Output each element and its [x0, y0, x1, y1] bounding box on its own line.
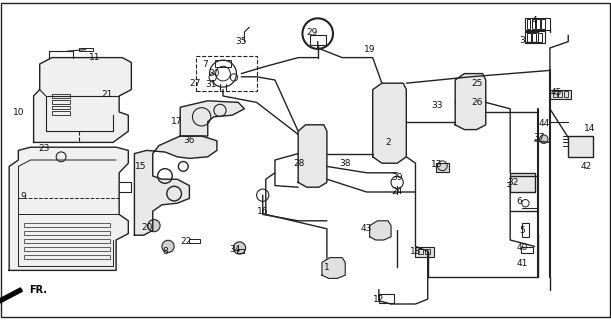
Bar	[527, 33, 531, 42]
Polygon shape	[180, 101, 244, 136]
Bar	[568, 136, 593, 157]
Text: 11: 11	[89, 53, 100, 62]
Bar	[541, 19, 545, 29]
Bar	[510, 173, 535, 192]
Text: 36: 36	[184, 136, 195, 145]
Text: 33: 33	[431, 101, 442, 110]
Polygon shape	[370, 221, 391, 240]
Text: 39: 39	[392, 173, 403, 182]
Text: 20: 20	[141, 223, 152, 232]
Polygon shape	[455, 74, 486, 130]
Bar	[538, 33, 542, 42]
Text: 9: 9	[20, 192, 26, 201]
Text: 22: 22	[181, 237, 192, 246]
Text: 30: 30	[208, 69, 219, 78]
Text: 41: 41	[517, 260, 528, 268]
Text: 32: 32	[508, 178, 519, 187]
Polygon shape	[322, 258, 345, 278]
Text: 13: 13	[431, 160, 442, 169]
Circle shape	[209, 74, 216, 81]
Bar	[418, 249, 423, 254]
Bar	[52, 111, 70, 115]
Circle shape	[148, 220, 160, 232]
Bar	[532, 19, 535, 29]
Text: 38: 38	[340, 159, 351, 168]
Bar	[415, 247, 434, 257]
Polygon shape	[9, 147, 128, 270]
Text: 45: 45	[551, 88, 562, 97]
Text: 18: 18	[410, 247, 421, 256]
Bar	[436, 163, 449, 172]
Text: 24: 24	[392, 188, 403, 196]
Text: 34: 34	[230, 245, 241, 254]
Text: 42: 42	[581, 162, 592, 171]
Bar	[189, 239, 200, 243]
Bar	[558, 91, 562, 97]
Bar	[522, 223, 529, 237]
Text: 23: 23	[38, 144, 49, 153]
Text: 44: 44	[538, 119, 549, 128]
Text: 7: 7	[202, 60, 208, 68]
Bar	[425, 249, 430, 254]
Text: 12: 12	[373, 295, 384, 304]
Bar	[553, 91, 557, 97]
Text: 6: 6	[516, 197, 522, 206]
Text: 29: 29	[306, 28, 317, 36]
Circle shape	[540, 135, 548, 143]
Bar	[24, 231, 110, 235]
Bar	[79, 48, 93, 51]
Bar	[24, 255, 110, 259]
Text: 19: 19	[364, 45, 375, 54]
Bar	[379, 294, 394, 303]
Text: 35: 35	[236, 37, 247, 46]
Bar	[24, 223, 110, 227]
Bar	[310, 35, 326, 45]
Text: 10: 10	[13, 108, 24, 116]
Text: 3: 3	[519, 36, 525, 44]
Text: 17: 17	[172, 117, 183, 126]
Text: 16: 16	[257, 207, 268, 216]
Bar	[525, 31, 545, 43]
Text: 37: 37	[533, 133, 544, 142]
Text: 2: 2	[385, 138, 391, 147]
Text: 4: 4	[532, 16, 538, 25]
Polygon shape	[34, 58, 131, 142]
Text: 28: 28	[294, 159, 305, 168]
Text: 14: 14	[584, 124, 595, 132]
Circle shape	[233, 242, 246, 254]
Polygon shape	[134, 136, 217, 235]
Text: 40: 40	[517, 244, 528, 252]
Text: 1: 1	[324, 263, 330, 272]
Bar	[527, 19, 530, 29]
Bar	[521, 247, 533, 253]
Bar	[532, 33, 536, 42]
Bar	[52, 106, 70, 109]
Bar	[525, 18, 550, 30]
FancyArrow shape	[0, 288, 22, 306]
Text: FR.: FR.	[29, 285, 46, 295]
Text: 43: 43	[361, 224, 372, 233]
Bar	[237, 249, 244, 253]
Text: 26: 26	[471, 98, 482, 107]
Bar	[52, 100, 70, 104]
Text: 25: 25	[471, 79, 482, 88]
Text: 5: 5	[519, 226, 525, 235]
Text: 15: 15	[135, 162, 146, 171]
Text: 31: 31	[205, 80, 216, 89]
Polygon shape	[298, 125, 327, 187]
Polygon shape	[373, 83, 406, 163]
Bar	[550, 90, 571, 99]
Text: 21: 21	[101, 90, 112, 99]
Bar	[564, 91, 568, 97]
Bar	[52, 94, 70, 98]
Bar	[24, 239, 110, 243]
Text: 27: 27	[190, 79, 201, 88]
Bar	[24, 247, 110, 251]
Bar	[215, 60, 231, 67]
Bar	[536, 19, 540, 29]
Circle shape	[162, 240, 174, 252]
Text: 8: 8	[162, 247, 168, 256]
Bar	[196, 56, 257, 91]
